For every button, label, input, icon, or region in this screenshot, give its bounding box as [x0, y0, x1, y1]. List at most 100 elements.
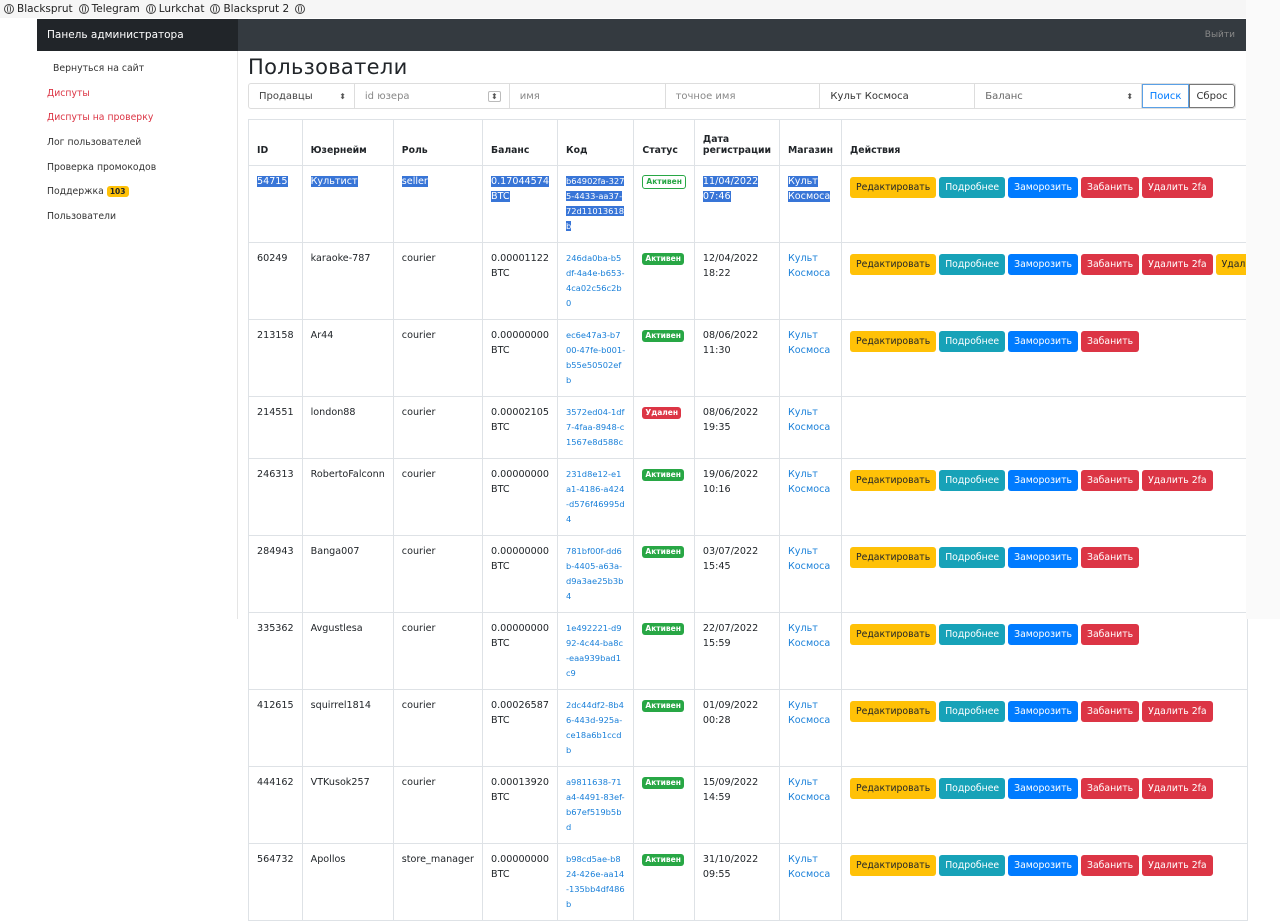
- shop-link[interactable]: Культ Космоса: [788, 700, 831, 726]
- action-button-1[interactable]: Подробнее: [939, 547, 1006, 568]
- action-button-2[interactable]: Заморозить: [1008, 778, 1078, 799]
- logout-link[interactable]: Выйти: [1204, 30, 1235, 40]
- action-button-0[interactable]: Редактировать: [850, 177, 937, 198]
- action-button-1[interactable]: Подробнее: [939, 470, 1006, 491]
- status-cell: Активен: [633, 242, 695, 320]
- shop-cell: Культ Космоса: [779, 689, 842, 767]
- status-cell: Активен: [633, 165, 695, 243]
- globe-icon[interactable]: [295, 4, 306, 14]
- sidebar-item-6[interactable]: Пользователи: [37, 205, 237, 230]
- shop-link[interactable]: Культ Космоса: [788, 546, 831, 572]
- shop-link[interactable]: Культ Космоса: [788, 253, 831, 279]
- shop-link[interactable]: Культ Космоса: [788, 176, 831, 202]
- action-button-1[interactable]: Подробнее: [939, 778, 1006, 799]
- code-link[interactable]: 781bf00f-dd6b-4405-a63a-d9a3ae25b3b4: [565, 546, 624, 601]
- action-button-2[interactable]: Заморозить: [1008, 331, 1078, 352]
- action-button-2[interactable]: Заморозить: [1008, 177, 1078, 198]
- bookmark-3[interactable]: Blacksprut 2: [210, 3, 289, 15]
- action-button-0[interactable]: Редактировать: [850, 855, 937, 876]
- action-button-1[interactable]: Подробнее: [939, 177, 1006, 198]
- action-button-0[interactable]: Редактировать: [850, 470, 937, 491]
- user-id-input[interactable]: id юзера ⬍: [355, 84, 510, 108]
- code-link[interactable]: b64902fa-3275-4433-aa37-72d11013618b: [565, 176, 625, 231]
- action-button-0[interactable]: Редактировать: [850, 701, 937, 722]
- action-button-3[interactable]: Забанить: [1080, 331, 1140, 352]
- action-button-2[interactable]: Заморозить: [1008, 254, 1078, 275]
- action-button-5[interactable]: Удалить п: [1215, 254, 1247, 275]
- action-button-4[interactable]: Удалить 2fa: [1142, 855, 1213, 876]
- date-cell: 08/06/2022 11:30: [693, 319, 781, 397]
- sidebar-item-1[interactable]: Диспуты: [37, 82, 237, 107]
- sidebar-item-0[interactable]: Вернуться на сайт: [37, 57, 237, 82]
- code-link[interactable]: ec6e47a3-b700-47fe-b001-b55e50502efb: [565, 330, 626, 385]
- username: Культист: [310, 176, 358, 187]
- code-link[interactable]: 3572ed04-1df7-4faa-8948-c1567e8d588c: [565, 407, 625, 447]
- shop-input[interactable]: Культ Космоса: [820, 84, 976, 108]
- bookmark-0[interactable]: Blacksprut: [4, 3, 73, 15]
- shop-link[interactable]: Культ Космоса: [788, 854, 831, 880]
- action-button-3[interactable]: Забанить: [1080, 254, 1140, 275]
- action-button-2[interactable]: Заморозить: [1008, 547, 1078, 568]
- shop-link[interactable]: Культ Космоса: [788, 330, 831, 356]
- search-button[interactable]: Поиск: [1142, 84, 1190, 108]
- balance-select[interactable]: Баланс ⬍: [975, 84, 1143, 108]
- action-button-0[interactable]: Редактировать: [850, 547, 937, 568]
- code-link[interactable]: 2dc44df2-8b46-443d-925a-ce18a6b1ccdb: [565, 700, 624, 755]
- user-id: 284943: [257, 546, 294, 557]
- role-select[interactable]: Продавцы ⬍: [249, 84, 355, 108]
- sidebar-item-4[interactable]: Проверка промокодов: [37, 156, 237, 181]
- action-button-4[interactable]: Удалить 2fa: [1142, 470, 1213, 491]
- reset-button[interactable]: Сброс: [1189, 84, 1235, 108]
- shop-link[interactable]: Культ Космоса: [788, 469, 831, 495]
- action-button-1[interactable]: Подробнее: [939, 624, 1006, 645]
- username-cell: Avgustlesa: [301, 612, 394, 690]
- role: courier: [401, 407, 436, 418]
- action-button-4[interactable]: Удалить 2fa: [1142, 701, 1213, 722]
- table-row: 213158 Ar44 courier 0.00000000 BTC ec6e47a3-b…: [248, 319, 1248, 397]
- action-button-0[interactable]: Редактировать: [850, 331, 937, 352]
- code-link[interactable]: 246da0ba-b5df-4a4e-b653-4ca02c56c2b0: [565, 253, 625, 308]
- action-button-3[interactable]: Забанить: [1080, 624, 1140, 645]
- shop-cell: Культ Космоса: [779, 319, 842, 397]
- name-input[interactable]: имя: [510, 84, 666, 108]
- role-cell: courier: [392, 458, 483, 536]
- action-button-1[interactable]: Подробнее: [939, 701, 1006, 722]
- brand[interactable]: Панель администратора: [37, 19, 238, 51]
- action-button-3[interactable]: Забанить: [1080, 778, 1140, 799]
- sidebar-item-5[interactable]: Поддержка 103: [37, 180, 237, 205]
- action-button-1[interactable]: Подробнее: [939, 855, 1006, 876]
- action-button-0[interactable]: Редактировать: [850, 254, 937, 275]
- reg-date: 08/06/2022: [702, 330, 759, 341]
- bookmark-1[interactable]: Telegram: [78, 3, 140, 15]
- action-button-2[interactable]: Заморозить: [1008, 624, 1078, 645]
- balance: 0.17044574: [490, 176, 549, 187]
- column-header: Действия: [841, 119, 1248, 166]
- action-button-4[interactable]: Удалить 2fa: [1142, 778, 1213, 799]
- action-button-3[interactable]: Забанить: [1080, 855, 1140, 876]
- action-button-2[interactable]: Заморозить: [1008, 855, 1078, 876]
- action-button-1[interactable]: Подробнее: [939, 254, 1006, 275]
- spinner-icon[interactable]: ⬍: [488, 90, 501, 102]
- action-button-2[interactable]: Заморозить: [1008, 701, 1078, 722]
- action-button-2[interactable]: Заморозить: [1008, 470, 1078, 491]
- bookmark-2[interactable]: Lurkchat: [145, 3, 204, 15]
- action-button-3[interactable]: Забанить: [1080, 470, 1140, 491]
- action-button-3[interactable]: Забанить: [1080, 701, 1140, 722]
- code-link[interactable]: a9811638-71a4-4491-83ef-b67ef519b5bd: [565, 777, 625, 832]
- exact-name-input[interactable]: точное имя: [666, 84, 821, 108]
- action-button-3[interactable]: Забанить: [1080, 547, 1140, 568]
- sidebar-item-2[interactable]: Диспуты на проверку: [37, 106, 237, 131]
- code-link[interactable]: b98cd5ae-b824-426e-aa14-135bb4df486b: [565, 854, 625, 909]
- action-button-4[interactable]: Удалить 2fa: [1142, 177, 1213, 198]
- action-button-1[interactable]: Подробнее: [939, 331, 1006, 352]
- action-button-4[interactable]: Удалить 2fa: [1142, 254, 1213, 275]
- code-link[interactable]: 1e492221-d992-4c44-ba8c-eaa939bad1c9: [565, 623, 624, 678]
- action-button-0[interactable]: Редактировать: [850, 778, 937, 799]
- shop-link[interactable]: Культ Космоса: [788, 777, 831, 803]
- action-button-3[interactable]: Забанить: [1080, 177, 1140, 198]
- shop-link[interactable]: Культ Космоса: [788, 407, 831, 433]
- code-link[interactable]: 231d8e12-e1a1-4186-a424-d576f46995d4: [565, 469, 625, 524]
- shop-link[interactable]: Культ Космоса: [788, 623, 831, 649]
- sidebar-item-3[interactable]: Лог пользователей: [37, 131, 237, 156]
- action-button-0[interactable]: Редактировать: [850, 624, 937, 645]
